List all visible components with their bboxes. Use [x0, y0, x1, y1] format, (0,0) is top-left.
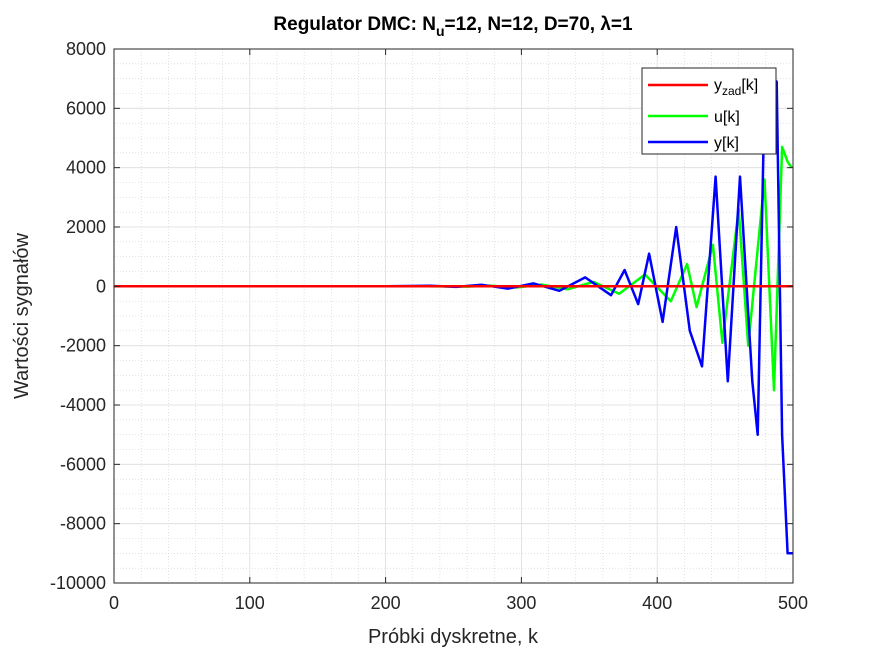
x-tick-label: 100: [235, 593, 265, 613]
x-axis: 0 100 200 300 400 500: [109, 49, 808, 613]
y-axis-label: Wartości sygnałów: [11, 232, 33, 399]
y-tick-label: 6000: [66, 98, 106, 118]
y-axis: -10000 -8000 -6000 -4000 -2000 0 2000 4000 6000 8…: [50, 39, 793, 593]
title-subscript: u: [436, 23, 445, 39]
minor-grid: [114, 49, 793, 583]
y-tick-label: 8000: [66, 39, 106, 59]
y-tick-label: 0: [96, 276, 106, 296]
title-suffix: =12, N=12, D=70, λ=1: [445, 14, 633, 35]
legend-box: [641, 67, 777, 155]
y-tick-label: -8000: [60, 514, 106, 534]
y-tick-label: 2000: [66, 217, 106, 237]
legend-label-u: u[k]: [714, 109, 740, 126]
y-tick-label: -2000: [60, 336, 106, 356]
x-tick-label: 400: [642, 593, 672, 613]
y-tick-label: -10000: [50, 573, 106, 593]
x-tick-label: 500: [778, 593, 808, 613]
legend-label-y: y[k]: [714, 135, 739, 152]
legend-label-yzad: yzad[k]: [714, 77, 758, 98]
x-tick-label: 300: [506, 593, 536, 613]
title-prefix: Regulator DMC: N: [273, 14, 436, 35]
legend-yzad-sub: zad: [722, 84, 741, 98]
legend-yzad-suffix: [k]: [741, 77, 758, 94]
legend-yzad-main: y: [714, 77, 722, 94]
x-axis-label: Próbki dyskretne, k: [368, 626, 539, 648]
legend: yzad[k] u[k] y[k]: [641, 67, 777, 155]
chart-title: Regulator DMC: Nu=12, N=12, D=70, λ=1: [273, 14, 633, 39]
y-tick-label: 4000: [66, 158, 106, 178]
x-tick-label: 0: [109, 593, 119, 613]
plot-frame: [113, 48, 794, 584]
y-tick-label: -6000: [60, 454, 106, 474]
x-tick-label: 200: [371, 593, 401, 613]
y-tick-label: -4000: [60, 395, 106, 415]
